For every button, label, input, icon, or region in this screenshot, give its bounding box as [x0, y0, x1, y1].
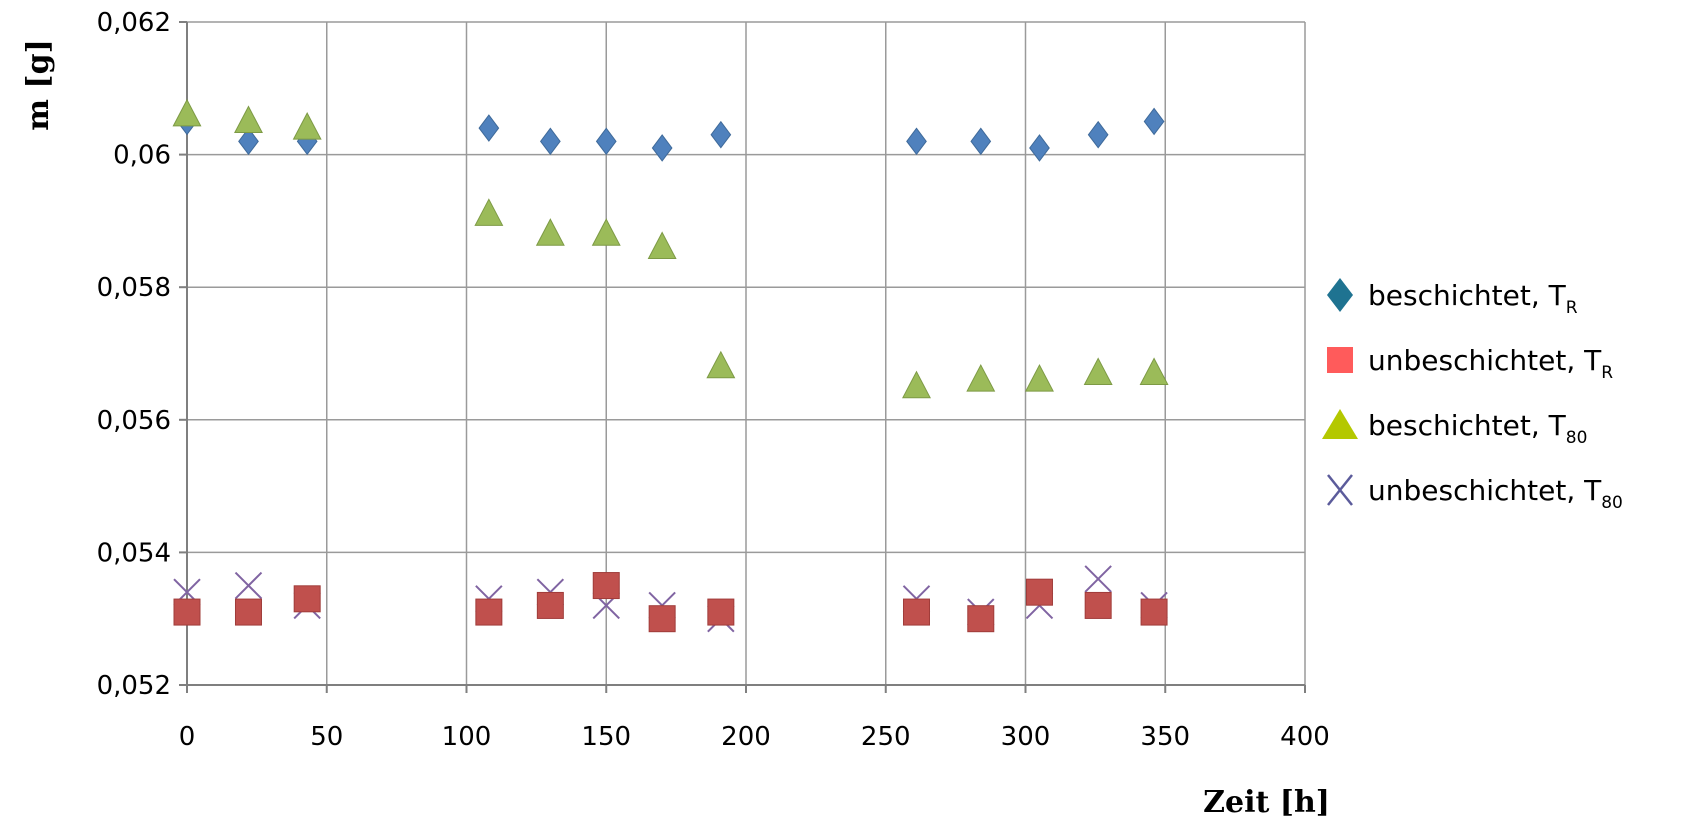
- data-point-triangle: [1024, 363, 1054, 392]
- grid-lines: [186, 21, 1306, 686]
- data-point-x: [234, 571, 263, 600]
- data-point-square: [967, 605, 995, 633]
- legend: beschichtet, TR unbeschichtet, TR beschich…: [1322, 278, 1623, 513]
- legend-label: unbeschichtet, T80: [1368, 474, 1623, 513]
- data-point-triangle: [902, 370, 931, 399]
- data-point-triangle: [1139, 357, 1169, 385]
- data-point-triangle: [535, 218, 565, 246]
- data-point-square: [293, 585, 321, 613]
- data-point-diamond: [478, 114, 500, 142]
- data-point-triangle: [966, 363, 996, 392]
- data-point-square: [902, 598, 930, 626]
- tick-labels: 0,052 0,054 0,056 0,058 0,06 0,062 0 50 100 150 20…: [97, 8, 1330, 752]
- legend-marker-square: [1327, 347, 1353, 373]
- legend-label: unbeschichtet, TR: [1368, 344, 1613, 383]
- legend-marker-x: [1327, 474, 1353, 506]
- data-point-diamond: [970, 127, 992, 156]
- data-point-diamond: [906, 127, 927, 156]
- data-point-diamond: [1029, 134, 1050, 162]
- x-marker-stroke: [234, 571, 263, 600]
- data-point-triangle: [292, 112, 322, 140]
- y-tick-label: 0,052: [97, 671, 171, 701]
- data-point-diamond: [539, 127, 561, 156]
- data-point-triangle: [172, 98, 202, 127]
- x-tick-label: 400: [1280, 722, 1330, 752]
- x-tick-label: 100: [442, 722, 492, 752]
- x-tick-label: 0: [179, 722, 196, 752]
- data-point-square: [475, 598, 503, 626]
- x-tick-label: 200: [721, 722, 771, 752]
- data-point-square: [592, 572, 620, 600]
- data-point-triangle: [234, 105, 263, 133]
- axes: [179, 21, 1306, 693]
- data-point-diamond: [651, 134, 673, 162]
- x-axis-label: Zeit [h]: [1203, 785, 1330, 820]
- data-point-triangle: [591, 218, 621, 246]
- legend-x-stroke: [1327, 474, 1353, 506]
- x-tick-label: 250: [861, 722, 911, 752]
- x-tick-label: 350: [1140, 722, 1190, 752]
- x-tick-label: 150: [581, 722, 631, 752]
- y-tick-label: 0,06: [113, 141, 171, 171]
- data-point-square: [1084, 591, 1112, 619]
- x-tick-label: 300: [1001, 722, 1051, 752]
- x-marker-stroke: [1084, 565, 1112, 593]
- data-point-square: [234, 598, 262, 626]
- data-point-square: [173, 598, 201, 626]
- legend-label: beschichtet, TR: [1368, 279, 1578, 318]
- legend-marker-triangle: [1322, 409, 1358, 439]
- legend-marker-diamond: [1327, 278, 1353, 312]
- y-tick-label: 0,054: [97, 538, 171, 568]
- data-point-diamond: [1143, 107, 1165, 136]
- data-marks: [172, 98, 1169, 633]
- data-point-triangle: [1083, 357, 1113, 385]
- data-point-square: [707, 598, 735, 626]
- data-point-triangle: [706, 350, 736, 379]
- x-tick-label: 50: [310, 722, 343, 752]
- data-point-square: [1025, 578, 1053, 606]
- data-point-diamond: [238, 127, 259, 156]
- data-point-diamond: [595, 127, 617, 156]
- data-point-square: [536, 591, 564, 619]
- data-point-diamond: [1087, 120, 1109, 149]
- data-point-x: [1084, 565, 1112, 593]
- y-tick-label: 0,058: [97, 273, 171, 303]
- y-tick-label: 0,056: [97, 406, 171, 436]
- data-point-triangle: [474, 198, 504, 226]
- y-axis-label: m [g]: [21, 39, 56, 131]
- y-tick-label: 0,062: [97, 8, 171, 38]
- data-point-square: [1140, 598, 1168, 626]
- legend-label: beschichtet, T80: [1368, 409, 1587, 448]
- data-point-square: [648, 605, 676, 633]
- data-point-triangle: [647, 231, 677, 259]
- data-point-diamond: [710, 120, 732, 149]
